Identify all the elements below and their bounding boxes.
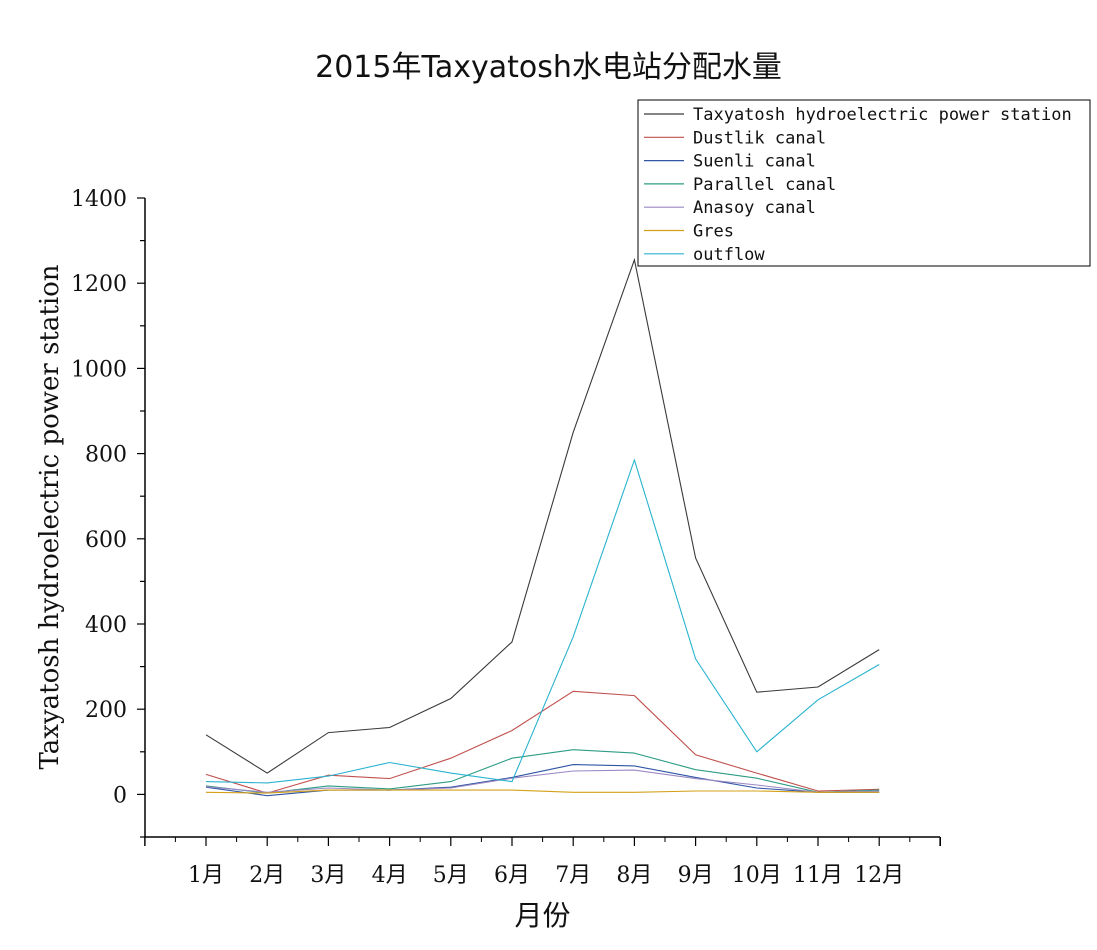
y-tick-label: 0 bbox=[113, 783, 127, 808]
legend-label: outflow bbox=[693, 245, 765, 265]
legend-label: Gres bbox=[693, 222, 734, 242]
series-line-4 bbox=[205, 769, 880, 793]
x-tick-label: 4月 bbox=[372, 863, 408, 888]
y-tick-label: 1000 bbox=[71, 357, 127, 382]
series-line-6 bbox=[205, 458, 880, 784]
legend-label: Anasoy canal bbox=[693, 198, 816, 218]
x-tick-label: 9月 bbox=[678, 863, 714, 888]
series-line-1 bbox=[205, 690, 880, 794]
series-line-5 bbox=[205, 789, 880, 794]
x-tick-label: 11月 bbox=[793, 863, 843, 888]
y-tick-label: 200 bbox=[85, 698, 127, 723]
series-line-0 bbox=[205, 257, 880, 774]
x-axis-label: 月份 bbox=[514, 899, 570, 932]
y-tick-label: 1200 bbox=[71, 272, 127, 297]
x-tick-label: 2月 bbox=[249, 863, 285, 888]
y-tick-label: 1400 bbox=[71, 187, 127, 212]
x-tick-label: 5月 bbox=[433, 863, 469, 888]
legend-box bbox=[637, 99, 1091, 267]
y-tick-label: 600 bbox=[85, 528, 127, 553]
y-tick-label: 400 bbox=[85, 613, 127, 638]
legend-label: Parallel canal bbox=[693, 175, 836, 195]
legend-label: Dustlik canal bbox=[693, 128, 826, 148]
legend-label: Suenli canal bbox=[693, 152, 816, 172]
x-tick-label: 1月 bbox=[188, 863, 224, 888]
chart-title: 2015年Taxyatosh水电站分配水量 bbox=[315, 50, 782, 85]
x-tick-label: 8月 bbox=[616, 863, 652, 888]
x-tick-label: 10月 bbox=[732, 863, 782, 888]
x-tick-label: 7月 bbox=[555, 863, 591, 888]
series-line-3 bbox=[205, 749, 880, 794]
y-tick-label: 800 bbox=[85, 443, 127, 468]
y-axis-label: Taxyatosh hydroelectric power station bbox=[35, 264, 65, 769]
x-tick-label: 12月 bbox=[854, 863, 904, 888]
legend-label: Taxyatosh hydroelectric power station bbox=[693, 105, 1072, 125]
x-tick-label: 6月 bbox=[494, 863, 530, 888]
x-tick-label: 3月 bbox=[310, 863, 346, 888]
